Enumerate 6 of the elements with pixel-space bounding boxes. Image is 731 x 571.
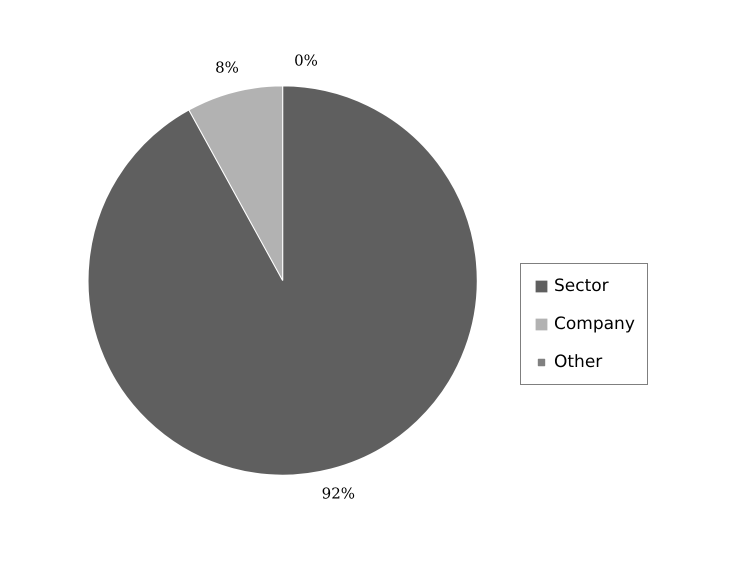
data-label: 8% <box>215 58 239 77</box>
legend-label: Company <box>554 314 635 334</box>
data-label: 92% <box>322 484 355 502</box>
legend-label: Other <box>554 352 602 372</box>
legend-label: Sector <box>554 276 609 296</box>
text: 0% <box>294 52 318 70</box>
